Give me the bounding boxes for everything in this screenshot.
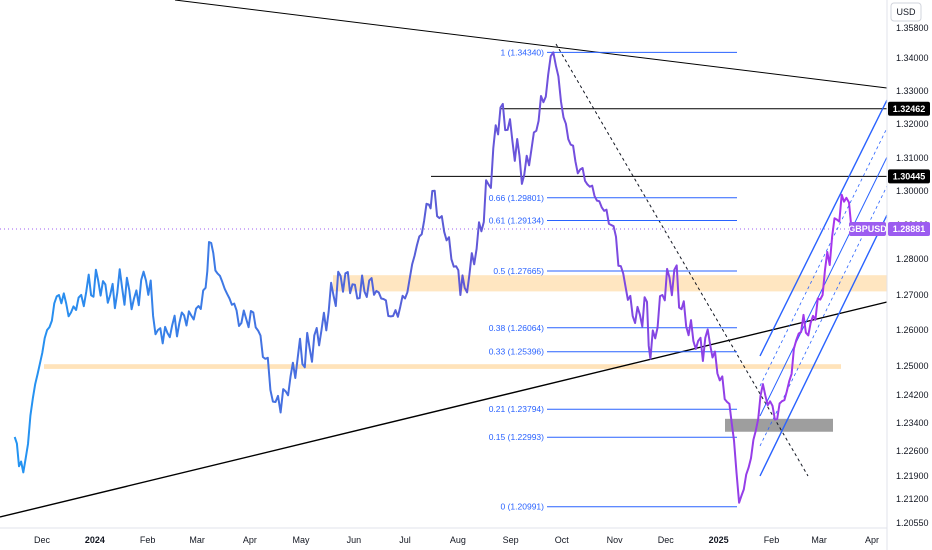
x-tick-label: Oct <box>555 535 570 545</box>
fib-level-label: 0.66 (1.29801) <box>489 193 544 203</box>
y-tick-label: 1.30000 <box>896 186 929 196</box>
x-axis-ticks: Dec 2024 Feb Mar Apr May Jun Jul Aug Sep Oct Nov Dec… <box>34 535 879 545</box>
falling-trendline <box>174 0 888 89</box>
x-tick-label: Aug <box>450 535 466 545</box>
price-series <box>13 51 853 504</box>
y-tick-label: 1.22600 <box>896 446 929 456</box>
x-tick-label: Jun <box>347 535 362 545</box>
fib-level-label: 0.21 (1.23794) <box>489 404 544 414</box>
support-zone-lower <box>44 364 841 369</box>
currency-label: USD <box>896 7 916 17</box>
last-price-tag-label: 1.28881 <box>893 224 926 234</box>
y-axis-ticks: 1.35800 1.34000 1.33000 1.32000 1.31000 1.300… <box>896 23 929 528</box>
fib-level-label: 0.33 (1.25396) <box>489 347 544 357</box>
x-tick-label: 2025 <box>709 535 729 545</box>
price-tag-label: 1.32462 <box>893 104 926 114</box>
y-tick-label: 1.25000 <box>896 361 929 371</box>
last-price-tag-box <box>888 222 930 237</box>
x-tick-label: Mar <box>811 535 827 545</box>
gray-zone <box>725 418 833 432</box>
resistance-zone-upper <box>333 275 887 292</box>
y-tick-label: 1.35800 <box>896 23 929 33</box>
y-tick-label: 1.31000 <box>896 153 929 163</box>
x-tick-label: 2024 <box>85 535 105 545</box>
y-tick-label: 1.21900 <box>896 471 929 481</box>
y-tick-label: 1.27000 <box>896 290 929 300</box>
fib-level-label: 0 (1.20991) <box>501 502 545 512</box>
symbol-tag-box <box>849 222 886 237</box>
drawings: 1 (1.34340) 0.66 (1.29801) 0.61 (1.29134) 0… <box>0 0 888 518</box>
price-tag-box <box>888 169 930 184</box>
x-tick-label: May <box>293 535 311 545</box>
x-tick-label: Apr <box>865 535 879 545</box>
rising-trendline <box>0 301 888 518</box>
price-line <box>13 51 853 504</box>
price-tag-box <box>888 101 930 116</box>
y-tick-label: 1.28000 <box>896 254 929 264</box>
y-tick-label: 1.32000 <box>896 119 929 129</box>
x-tick-label: Dec <box>34 535 51 545</box>
symbol-tag-label: GBPUSD <box>848 224 887 234</box>
y-tick-label: 1.34000 <box>896 53 929 63</box>
zones <box>44 275 887 432</box>
fib-level-label: 0.38 (1.26064) <box>489 323 544 333</box>
fib-level-label: 1 (1.34340) <box>501 47 545 57</box>
y-tick-label: 1.23400 <box>896 418 929 428</box>
y-tick-label: 1.26000 <box>896 325 929 335</box>
fib-level-label: 0.15 (1.22993) <box>489 432 544 442</box>
currency-box[interactable] <box>890 2 922 22</box>
y-tick-label: 1.24200 <box>896 390 929 400</box>
x-tick-label: Feb <box>140 535 156 545</box>
x-tick-label: Feb <box>764 535 780 545</box>
x-tick-label: Nov <box>607 535 624 545</box>
x-tick-label: Dec <box>658 535 675 545</box>
fib-level-label: 0.61 (1.29134) <box>489 215 544 225</box>
channel-lower-line <box>759 214 888 477</box>
y-tick-label: 1.21200 <box>896 494 929 504</box>
x-tick-label: Sep <box>503 535 519 545</box>
channel-upper-line <box>759 99 888 357</box>
x-tick-label: Mar <box>189 535 205 545</box>
price-tags: 1.32462 1.30445 GBPUSD 1.28881 <box>848 101 930 237</box>
plot-area <box>0 0 887 522</box>
y-tick-label: 1.20550 <box>896 518 929 528</box>
y-tick-label: 1.33000 <box>896 86 929 96</box>
x-tick-label: Jul <box>399 535 411 545</box>
price-tag-label: 1.30445 <box>893 171 926 181</box>
fib-level-label: 0.5 (1.27665) <box>493 266 544 276</box>
x-tick-label: Apr <box>243 535 257 545</box>
